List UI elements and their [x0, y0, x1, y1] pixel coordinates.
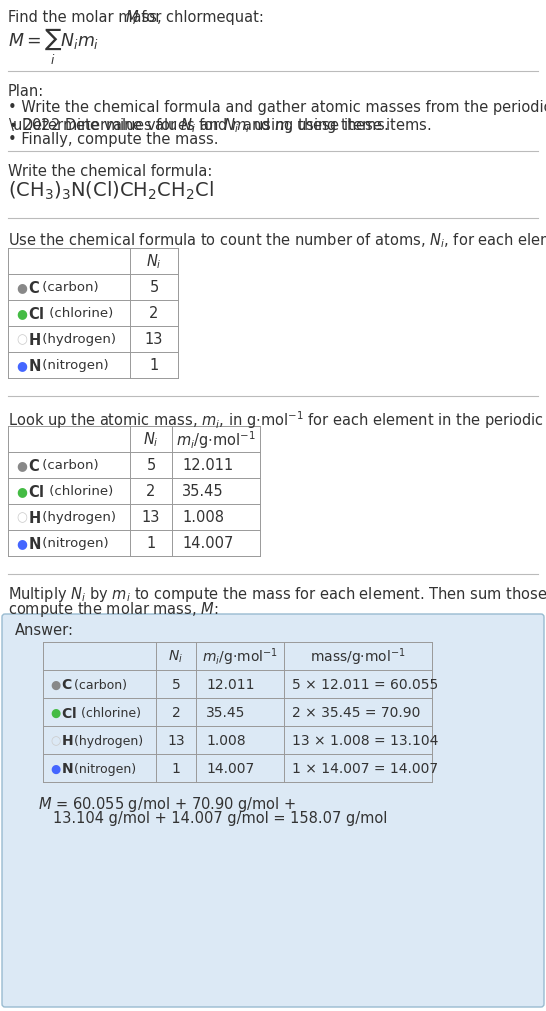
Text: Plan:: Plan:: [8, 84, 44, 99]
Text: ●: ●: [16, 307, 27, 320]
Text: ●: ●: [50, 677, 60, 691]
Text: $\mathbf{Cl}$: $\mathbf{Cl}$: [61, 705, 76, 720]
Text: 1.008: 1.008: [206, 733, 246, 747]
Text: • Write the chemical formula and gather atomic masses from the periodic table.: • Write the chemical formula and gather …: [8, 100, 546, 115]
Text: ○: ○: [50, 734, 60, 747]
Text: 2: 2: [146, 484, 156, 499]
Text: Look up the atomic mass, $m_i$, in g$\cdot$mol$^{-1}$ for each element in the pe: Look up the atomic mass, $m_i$, in g$\cd…: [8, 408, 546, 431]
Text: (carbon): (carbon): [38, 281, 99, 294]
Text: $(\mathrm{CH_3})_3\mathrm{N(Cl)CH_2CH_2Cl}$: $(\mathrm{CH_3})_3\mathrm{N(Cl)CH_2CH_2C…: [8, 180, 214, 202]
Text: ●: ●: [50, 706, 60, 719]
Text: $M = \sum_i N_i m_i$: $M = \sum_i N_i m_i$: [8, 27, 99, 67]
Text: 13: 13: [167, 733, 185, 747]
Text: 2: 2: [171, 706, 180, 719]
Text: ●: ●: [16, 485, 27, 498]
Text: 12.011: 12.011: [182, 458, 233, 473]
Text: (carbon): (carbon): [70, 677, 127, 691]
Text: 13 × 1.008 = 13.104: 13 × 1.008 = 13.104: [292, 733, 438, 747]
Text: 1 × 14.007 = 14.007: 1 × 14.007 = 14.007: [292, 761, 438, 775]
Text: 2: 2: [149, 306, 159, 321]
Text: 5: 5: [146, 458, 156, 473]
Text: $\mathbf{N}$: $\mathbf{N}$: [28, 536, 41, 551]
Text: (hydrogen): (hydrogen): [70, 734, 143, 747]
Text: 5: 5: [150, 280, 159, 295]
Text: mass/g$\cdot$mol$^{-1}$: mass/g$\cdot$mol$^{-1}$: [310, 646, 406, 667]
Text: $N_i$: $N_i$: [169, 648, 183, 664]
Text: $m_i$/g$\cdot$mol$^{-1}$: $m_i$/g$\cdot$mol$^{-1}$: [176, 429, 256, 451]
Text: ●: ●: [50, 761, 60, 774]
Text: 5: 5: [171, 677, 180, 692]
Text: $\mathbf{C}$: $\mathbf{C}$: [28, 280, 40, 295]
Text: compute the molar mass, $M$:: compute the molar mass, $M$:: [8, 600, 218, 619]
Text: (hydrogen): (hydrogen): [38, 511, 116, 524]
Text: 1.008: 1.008: [182, 510, 224, 525]
Text: Answer:: Answer:: [15, 623, 74, 637]
Text: (chlorine): (chlorine): [77, 706, 141, 719]
Text: 13: 13: [142, 510, 160, 525]
Text: ●: ●: [16, 359, 27, 372]
Text: 13: 13: [145, 333, 163, 347]
Text: 14.007: 14.007: [206, 761, 254, 775]
Text: 5 × 12.011 = 60.055: 5 × 12.011 = 60.055: [292, 677, 438, 692]
Text: ○: ○: [16, 334, 27, 346]
Text: Multiply $N_i$ by $m_i$ to compute the mass for each element. Then sum those val: Multiply $N_i$ by $m_i$ to compute the m…: [8, 584, 546, 604]
Text: , for chlormequat:: , for chlormequat:: [132, 10, 264, 25]
Text: • Finally, compute the mass.: • Finally, compute the mass.: [8, 131, 218, 147]
Text: (carbon): (carbon): [38, 459, 99, 472]
Text: $\mathbf{H}$: $\mathbf{H}$: [28, 332, 41, 348]
Text: (nitrogen): (nitrogen): [38, 537, 109, 550]
Text: 1: 1: [171, 761, 180, 775]
Text: (chlorine): (chlorine): [45, 307, 113, 320]
Text: 35.45: 35.45: [206, 706, 245, 719]
Text: ●: ●: [16, 459, 27, 472]
Text: $\mathbf{N}$: $\mathbf{N}$: [61, 761, 73, 775]
Text: M: M: [126, 10, 139, 25]
Text: 35.45: 35.45: [182, 484, 224, 499]
Text: ●: ●: [16, 537, 27, 550]
Text: 2 × 35.45 = 70.90: 2 × 35.45 = 70.90: [292, 706, 420, 719]
Text: (nitrogen): (nitrogen): [70, 761, 136, 774]
Text: Find the molar mass,: Find the molar mass,: [8, 10, 166, 25]
Text: $\mathbf{N}$: $\mathbf{N}$: [28, 358, 41, 374]
Text: $M$ = 60.055 g/mol + 70.90 g/mol +: $M$ = 60.055 g/mol + 70.90 g/mol +: [38, 795, 296, 813]
Text: 13.104 g/mol + 14.007 g/mol = 158.07 g/mol: 13.104 g/mol + 14.007 g/mol = 158.07 g/m…: [53, 810, 387, 825]
Text: (chlorine): (chlorine): [45, 485, 113, 498]
Text: ●: ●: [16, 281, 27, 294]
Text: 1: 1: [146, 536, 156, 551]
Text: $\mathbf{C}$: $\mathbf{C}$: [28, 458, 40, 473]
Text: $\mathbf{Cl}$: $\mathbf{Cl}$: [28, 305, 44, 321]
Text: ○: ○: [16, 511, 27, 524]
Text: $N_i$: $N_i$: [146, 253, 162, 271]
Text: Write the chemical formula:: Write the chemical formula:: [8, 164, 212, 179]
Text: $\mathbf{H}$: $\mathbf{H}$: [28, 510, 41, 526]
Text: $\mathbf{Cl}$: $\mathbf{Cl}$: [28, 483, 44, 499]
Text: $\mathbf{H}$: $\mathbf{H}$: [61, 733, 73, 747]
Text: (nitrogen): (nitrogen): [38, 359, 109, 372]
Text: \u2022 Determine values for $N_i$ and $m_i$ using these items.: \u2022 Determine values for $N_i$ and $m…: [8, 116, 432, 134]
Text: • Determine values for $N_i$ and $m_i$ using these items.: • Determine values for $N_i$ and $m_i$ u…: [8, 116, 389, 134]
Text: 1: 1: [150, 358, 159, 373]
FancyBboxPatch shape: [2, 615, 544, 1007]
Text: $m_i$/g$\cdot$mol$^{-1}$: $m_i$/g$\cdot$mol$^{-1}$: [202, 646, 278, 667]
Text: (hydrogen): (hydrogen): [38, 334, 116, 346]
Text: $\mathbf{C}$: $\mathbf{C}$: [61, 677, 73, 692]
Text: Use the chemical formula to count the number of atoms, $N_i$, for each element:: Use the chemical formula to count the nu…: [8, 231, 546, 250]
Text: 12.011: 12.011: [206, 677, 254, 692]
Text: 14.007: 14.007: [182, 536, 233, 551]
Text: $N_i$: $N_i$: [143, 431, 159, 449]
